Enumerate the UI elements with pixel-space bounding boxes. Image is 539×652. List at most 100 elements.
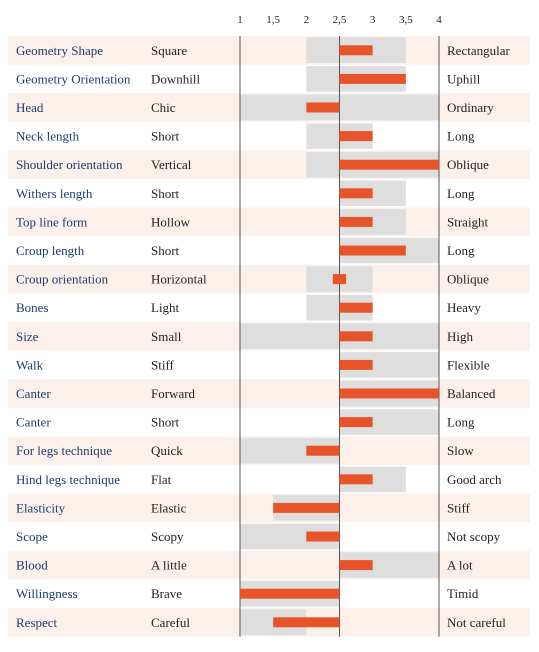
low-label: Short <box>151 243 180 258</box>
value-bar <box>306 531 340 542</box>
low-label: Brave <box>151 586 182 601</box>
low-label: Square <box>151 43 187 58</box>
low-label: Chic <box>151 100 176 115</box>
row-stripe <box>8 207 530 237</box>
high-label: Stiff <box>447 500 471 515</box>
trait-label: Withers length <box>16 186 93 201</box>
tick-label: 4 <box>436 14 442 26</box>
trait-label: Respect <box>16 615 58 630</box>
low-label: Horizontal <box>151 272 207 287</box>
trait-label: Blood <box>16 558 48 573</box>
value-bar <box>339 417 373 428</box>
tick-label: 3 <box>370 14 376 26</box>
row-stripe <box>8 550 530 580</box>
value-bar <box>339 45 373 56</box>
value-bar <box>332 274 347 285</box>
tick-label: 1 <box>237 14 243 26</box>
trait-label: Willingness <box>16 586 78 601</box>
low-label: Short <box>151 129 180 144</box>
trait-label: Shoulder orientation <box>16 157 123 172</box>
trait-label: Elasticity <box>16 500 66 515</box>
high-label: Not careful <box>447 615 506 630</box>
low-label: Careful <box>151 615 190 630</box>
value-bar <box>339 216 373 227</box>
trait-label: Bones <box>16 300 49 315</box>
high-label: Uphill <box>447 71 481 86</box>
value-bar <box>339 331 373 342</box>
trait-label: Geometry Orientation <box>16 71 131 86</box>
row-stripe <box>8 379 530 408</box>
trait-label: Size <box>16 329 39 344</box>
trait-label: Head <box>16 100 44 115</box>
high-label: Long <box>447 129 475 144</box>
value-bar <box>273 617 340 628</box>
trait-label: Croup length <box>16 243 85 258</box>
value-bar <box>273 502 340 513</box>
trait-label: Canter <box>16 386 51 401</box>
low-label: Short <box>151 186 180 201</box>
tick-label: 2 <box>304 14 310 26</box>
high-label: Slow <box>447 443 474 458</box>
row-stripe <box>8 493 530 523</box>
high-label: Good arch <box>447 472 502 487</box>
low-label: Hollow <box>151 214 191 229</box>
value-bar <box>306 102 340 113</box>
value-bar <box>339 245 406 256</box>
high-label: A lot <box>447 558 473 573</box>
trait-label: Top line form <box>16 214 87 229</box>
value-bar <box>339 188 373 199</box>
tick-label: 3,5 <box>399 14 413 26</box>
low-label: Scopy <box>151 529 184 544</box>
tick-label: 1,5 <box>266 14 280 26</box>
high-label: Straight <box>447 214 489 229</box>
high-label: Heavy <box>447 300 481 315</box>
trait-label: Hind legs technique <box>16 472 120 487</box>
trait-label: For legs technique <box>16 443 112 458</box>
high-label: Timid <box>447 586 479 601</box>
high-label: Long <box>447 186 475 201</box>
value-bar <box>339 302 373 313</box>
low-label: Downhill <box>151 71 201 86</box>
high-label: Rectangular <box>447 43 510 58</box>
low-label: Stiff <box>151 357 175 372</box>
value-bar <box>339 73 406 84</box>
value-bar <box>240 588 340 599</box>
high-label: Long <box>447 415 475 430</box>
value-bar <box>306 445 340 456</box>
value-bar <box>339 131 373 142</box>
trait-label: Geometry Shape <box>16 43 103 58</box>
trait-label: Scope <box>16 529 48 544</box>
trait-label: Walk <box>16 357 44 372</box>
high-label: High <box>447 329 474 344</box>
low-label: Small <box>151 329 182 344</box>
trait-label: Canter <box>16 415 51 430</box>
trait-label: Croup orientation <box>16 272 109 287</box>
row-stripe <box>8 150 530 179</box>
value-bar <box>339 388 439 399</box>
low-label: A little <box>151 558 187 573</box>
value-bar <box>339 159 439 170</box>
low-label: Forward <box>151 386 196 401</box>
low-label: Elastic <box>151 500 187 515</box>
high-label: Balanced <box>447 386 496 401</box>
high-label: Flexible <box>447 357 490 372</box>
high-label: Long <box>447 243 475 258</box>
row-labels: Geometry Shape Square Rectangular Geometry … <box>16 43 510 630</box>
tick-labels: 1 1,5 2 2,5 3 3,5 4 <box>237 14 442 26</box>
value-bar <box>339 560 373 571</box>
high-label: Not scopy <box>447 529 501 544</box>
low-label: Quick <box>151 443 183 458</box>
low-label: Vertical <box>151 157 192 172</box>
high-label: Ordinary <box>447 100 494 115</box>
tick-label: 2,5 <box>333 14 347 26</box>
value-bars <box>240 45 439 628</box>
low-label: Light <box>151 300 180 315</box>
low-label: Short <box>151 415 180 430</box>
row-stripe <box>8 264 530 294</box>
trait-label: Neck length <box>16 129 80 144</box>
value-bar <box>339 474 373 485</box>
high-label: Oblique <box>447 272 489 287</box>
low-label: Flat <box>151 472 172 487</box>
row-stripe <box>8 36 530 65</box>
